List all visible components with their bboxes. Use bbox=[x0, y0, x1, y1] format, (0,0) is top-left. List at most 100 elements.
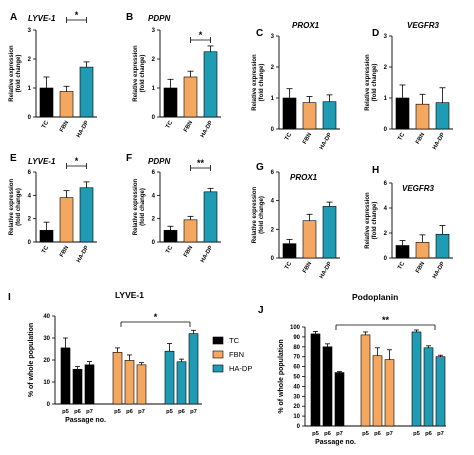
panel-letter: A bbox=[10, 12, 17, 23]
y-tick-label: 30 bbox=[43, 336, 50, 342]
bar-ha-dp bbox=[203, 51, 218, 118]
y-tick-label: 0 bbox=[152, 240, 156, 246]
y-tick-label: 3 bbox=[28, 28, 32, 34]
y-tick-label: 3 bbox=[152, 28, 156, 34]
y-tick-label: 4 bbox=[384, 206, 388, 212]
panel-f: F PDPN 0 2 4 6 Relative expression (fold change… bbox=[126, 153, 221, 264]
y-tick-label: 80 bbox=[293, 345, 300, 351]
y-axis-label-sub: (fold change) bbox=[372, 64, 378, 102]
y-tick-label: 50 bbox=[293, 375, 300, 381]
x-tick-label: TC bbox=[284, 131, 293, 141]
panel-b: B PDPN 0 1 2 3 Relative expression (fold change… bbox=[126, 12, 221, 139]
bar-fbn bbox=[59, 91, 74, 118]
bar-tc bbox=[395, 245, 410, 259]
y-axis-label-sub: (fold change) bbox=[140, 55, 146, 93]
panel-title: PDPN bbox=[148, 157, 170, 166]
bar-ha-dp-p7 bbox=[435, 356, 446, 427]
panel-g: G PROX1 0 2 4 6 Relative expression (fold chang… bbox=[252, 162, 340, 280]
bar-tc bbox=[163, 230, 178, 243]
y-tick-label: 2 bbox=[28, 57, 32, 63]
y-axis-label-sub: (fold change) bbox=[259, 64, 265, 102]
significance-label: ** bbox=[197, 158, 205, 168]
y-axis-label: Relative expression bbox=[252, 54, 258, 111]
bar-tc-p6 bbox=[72, 368, 83, 405]
x-tick-label: p6 bbox=[324, 431, 332, 437]
legend-swatch-ha-dp bbox=[212, 364, 224, 373]
y-tick-label: 1 bbox=[28, 86, 32, 92]
bar-tc bbox=[39, 230, 54, 243]
y-tick-label: 90 bbox=[293, 335, 300, 341]
y-tick-label: 20 bbox=[293, 404, 300, 410]
significance-label: * bbox=[199, 30, 203, 40]
y-tick-label: 100 bbox=[290, 325, 301, 331]
panel-letter: I bbox=[8, 292, 11, 303]
y-tick-label: 0 bbox=[152, 115, 156, 121]
x-tick-label: p6 bbox=[74, 409, 82, 415]
y-tick-label: 4 bbox=[28, 193, 32, 199]
bar-tc-p7 bbox=[334, 372, 345, 427]
bar-ha-dp bbox=[322, 101, 337, 130]
x-tick-label: TC bbox=[165, 244, 174, 254]
y-tick-label: 0 bbox=[384, 256, 388, 262]
legend-label: FBN bbox=[229, 350, 244, 359]
y-tick-label: 20 bbox=[43, 358, 50, 364]
bar-fbn bbox=[183, 76, 198, 118]
panel-letter: B bbox=[126, 12, 133, 23]
x-tick-label: FBN bbox=[183, 245, 194, 258]
y-axis-label: % of whole population bbox=[28, 323, 35, 397]
bar-fbn bbox=[415, 103, 430, 130]
bar-tc-p5 bbox=[60, 347, 71, 405]
y-tick-label: 60 bbox=[293, 365, 300, 371]
y-tick-label: 2 bbox=[152, 57, 156, 63]
x-tick-label: p7 bbox=[386, 431, 393, 437]
panel-c: C PROX1 0 1 2 3 Relative expression (fold chang… bbox=[252, 21, 340, 151]
panel-title: LYVE-1 bbox=[115, 290, 144, 300]
y-axis-label-sub: (fold change) bbox=[16, 188, 22, 226]
bar-ha-dp bbox=[203, 191, 218, 243]
significance-label: ** bbox=[382, 315, 390, 325]
y-tick-label: 4 bbox=[152, 193, 156, 199]
legend-swatch-tc bbox=[212, 336, 224, 345]
y-tick-label: 3 bbox=[384, 34, 388, 40]
y-tick-label: 40 bbox=[43, 314, 50, 320]
panel-letter: E bbox=[10, 153, 17, 164]
y-axis-label: Relative expression bbox=[365, 192, 371, 249]
bar-ha-dp-p6 bbox=[176, 361, 187, 405]
bar-ha-dp-p5 bbox=[164, 350, 175, 405]
y-tick-label: 6 bbox=[152, 170, 156, 176]
y-tick-label: 6 bbox=[271, 170, 275, 176]
y-tick-label: 1 bbox=[271, 96, 275, 102]
x-tick-label: FBN bbox=[59, 245, 70, 258]
bar-fbn bbox=[302, 102, 317, 130]
bar-ha-dp-p5 bbox=[411, 331, 422, 427]
bar-ha-dp bbox=[79, 187, 94, 243]
panel-title: LYVE-1 bbox=[28, 157, 56, 166]
significance-label: * bbox=[75, 10, 79, 20]
bar-fbn bbox=[302, 220, 317, 259]
x-tick-label: FBN bbox=[183, 120, 194, 133]
x-tick-label: p5 bbox=[62, 409, 70, 415]
bar-tc-p6 bbox=[322, 346, 333, 427]
x-tick-label: TC bbox=[41, 119, 50, 129]
panel-a: A LYVE-1 0 1 2 3 Relative expression (fold chan… bbox=[9, 10, 97, 139]
bar-ha-dp bbox=[435, 102, 450, 130]
x-tick-label: HA-DP bbox=[432, 132, 446, 151]
bar-fbn-p6 bbox=[372, 355, 383, 427]
x-tick-label: TC bbox=[165, 119, 174, 129]
x-tick-label: HA-DP bbox=[200, 245, 214, 264]
y-axis-label: Relative expression bbox=[9, 178, 15, 235]
x-tick-label: p5 bbox=[166, 409, 174, 415]
x-tick-label: p6 bbox=[374, 431, 382, 437]
x-tick-label: p7 bbox=[138, 409, 145, 415]
y-tick-label: 0 bbox=[271, 256, 275, 262]
bar-tc bbox=[39, 87, 54, 118]
panel-title: Podoplanin bbox=[352, 292, 398, 302]
y-tick-label: 0 bbox=[297, 424, 301, 430]
bar-ha-dp bbox=[435, 233, 450, 259]
y-tick-label: 70 bbox=[293, 355, 300, 361]
bar-fbn-p6 bbox=[124, 360, 135, 405]
y-tick-label: 4 bbox=[271, 199, 275, 205]
x-tick-label: FBN bbox=[415, 132, 426, 145]
x-tick-label: HA-DP bbox=[76, 245, 90, 264]
y-tick-label: 0 bbox=[271, 127, 275, 133]
